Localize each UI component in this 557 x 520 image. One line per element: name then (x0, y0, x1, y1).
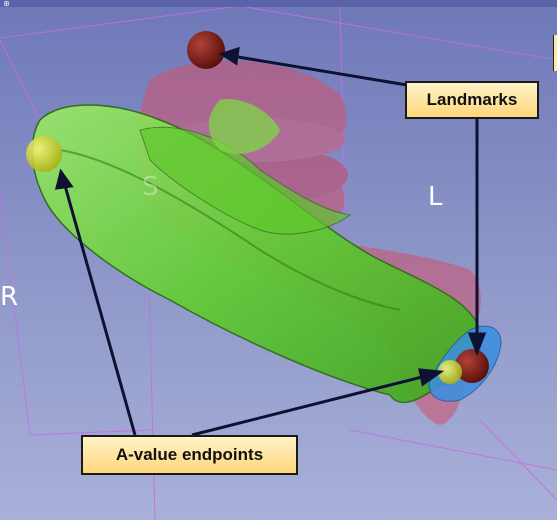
orientation-label-superior: S (142, 172, 159, 202)
a-value-endpoints-label: A-value endpoints (115, 445, 264, 464)
green-structure (31, 99, 482, 404)
endpoint-sphere-right (438, 360, 462, 384)
window-icon[interactable]: ⊞ (4, 0, 9, 8)
landmark-sphere-bottom (455, 349, 489, 383)
orientation-label-left: L (428, 182, 443, 212)
orientation-label-right: R (0, 282, 19, 312)
partial-callout-edge (553, 35, 557, 71)
landmarks-callout: Landmarks (405, 81, 539, 119)
a-value-endpoints-callout: A-value endpoints (81, 435, 298, 475)
window-top-bar: ⊞ (0, 0, 557, 8)
landmark-sphere-top (187, 31, 225, 69)
endpoint-sphere-left (26, 136, 62, 172)
landmarks-label: Landmarks (426, 90, 518, 109)
callout-arrows (55, 46, 487, 437)
